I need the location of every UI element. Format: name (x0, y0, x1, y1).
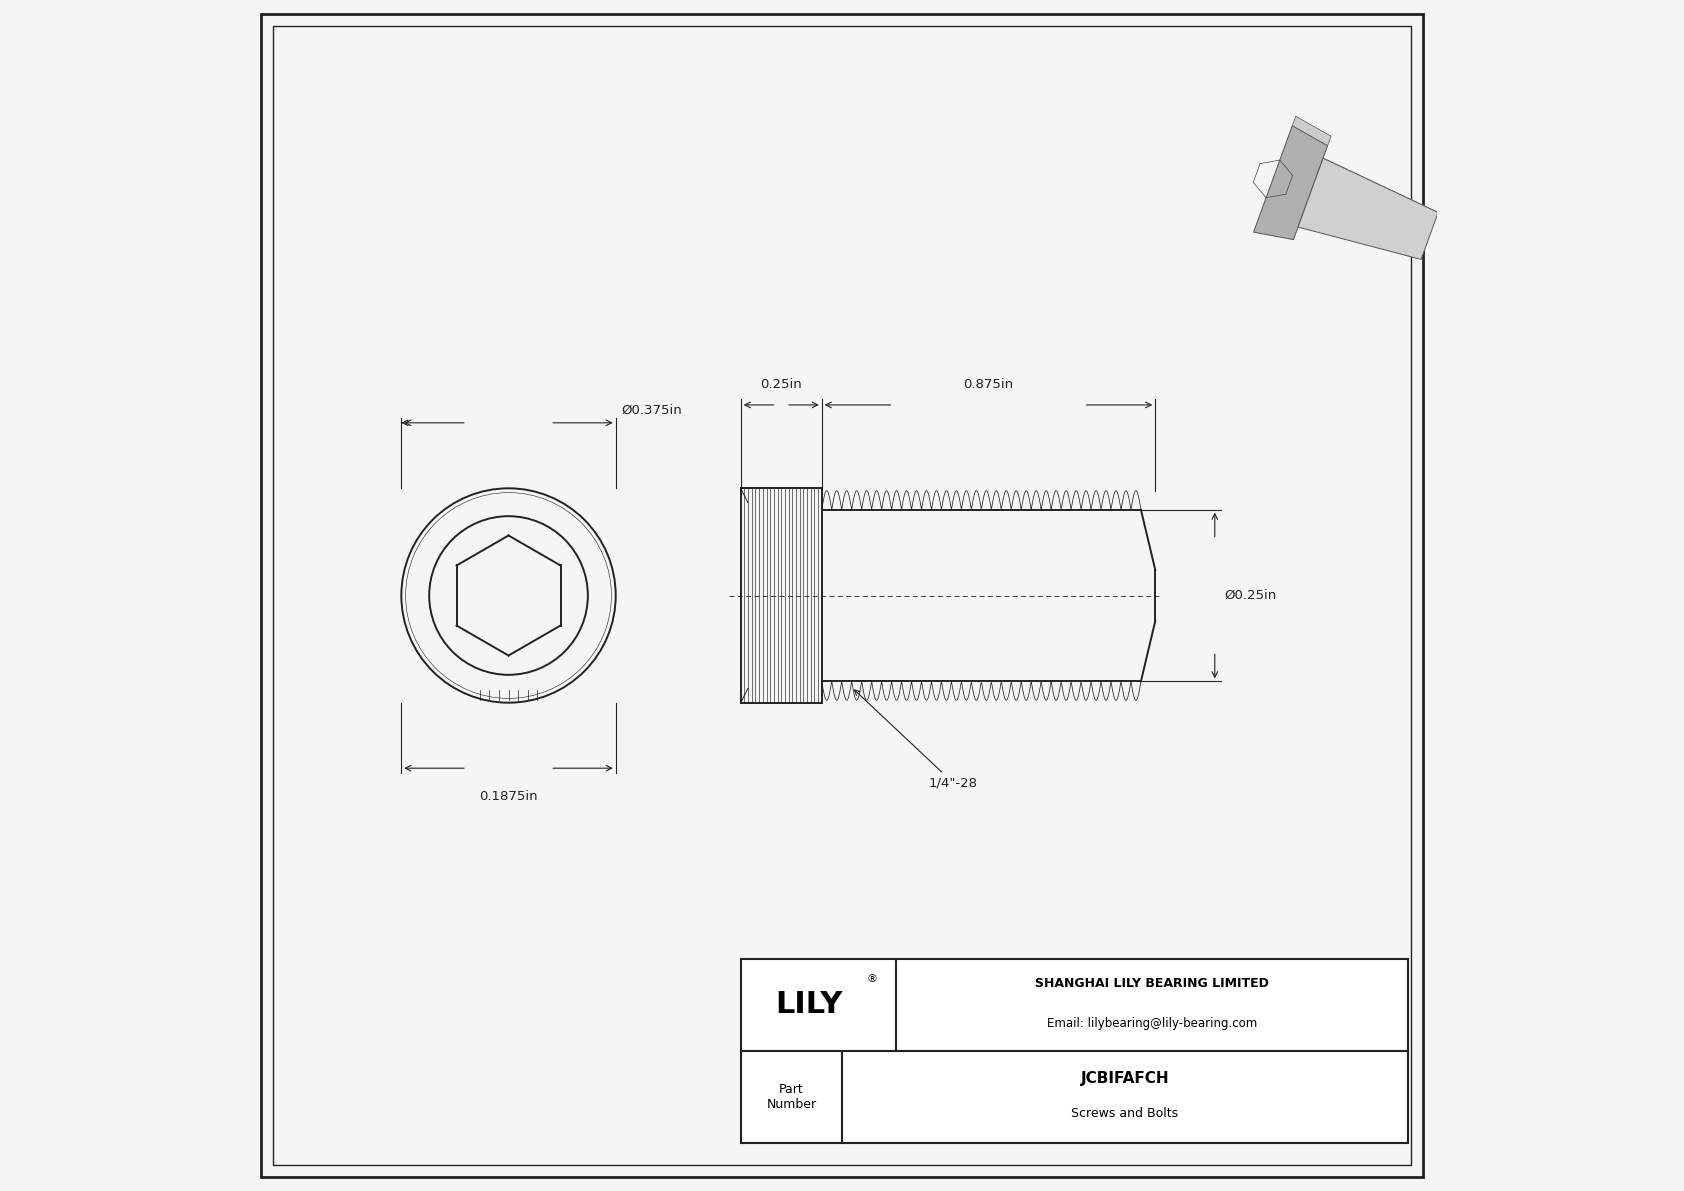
Text: 0.875in: 0.875in (963, 378, 1014, 391)
Text: Screws and Bolts: Screws and Bolts (1071, 1108, 1179, 1121)
Bar (741, 959, 1408, 1143)
Text: Ø0.25in: Ø0.25in (1224, 590, 1276, 601)
Text: SHANGHAI LILY BEARING LIMITED: SHANGHAI LILY BEARING LIMITED (1034, 977, 1268, 990)
Text: Part
Number: Part Number (766, 1083, 817, 1111)
Text: ®: ® (866, 974, 877, 984)
Polygon shape (1253, 125, 1327, 239)
Text: 0.1875in: 0.1875in (480, 790, 537, 803)
Text: JCBIFAFCH: JCBIFAFCH (1081, 1071, 1169, 1086)
Text: LILY: LILY (775, 991, 842, 1019)
Text: Email: lilybearing@lily-bearing.com: Email: lilybearing@lily-bearing.com (1046, 1017, 1256, 1030)
Text: 0.25in: 0.25in (761, 378, 802, 391)
Text: Ø0.375in: Ø0.375in (621, 404, 682, 417)
Text: 1/4"-28: 1/4"-28 (854, 690, 978, 790)
Polygon shape (1298, 158, 1438, 260)
Polygon shape (1292, 117, 1330, 145)
